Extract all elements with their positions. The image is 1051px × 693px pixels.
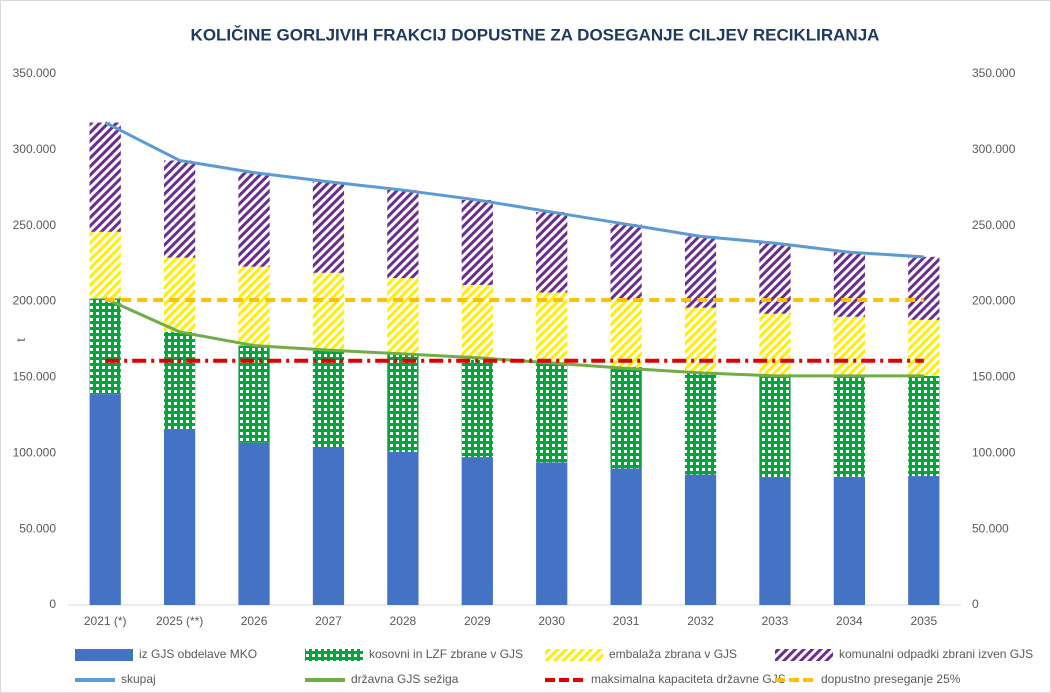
x-tick-label: 2026 (241, 614, 268, 628)
bar (89, 122, 121, 232)
y-tick-label: 0 (49, 597, 56, 611)
x-tick-label: 2028 (390, 614, 417, 628)
bar (908, 476, 940, 605)
y2-tick-label: 150.000 (972, 370, 1016, 384)
y2-tick-label: 300.000 (972, 142, 1016, 156)
bar (610, 366, 642, 469)
bar (89, 298, 121, 395)
legend-swatch (545, 649, 603, 661)
bar (610, 300, 642, 367)
legend-swatch (775, 649, 833, 661)
bar (461, 284, 493, 360)
bar (759, 477, 791, 605)
legend-label: kosovni in LZF zbrane v GJS (369, 647, 523, 661)
x-tick-label: 2031 (613, 614, 640, 628)
bar (684, 236, 717, 308)
chart-title: KOLIČINE GORLJIVIH FRAKCIJ DOPUSTNE ZA D… (191, 25, 880, 44)
y-tick-label: 200.000 (13, 294, 57, 308)
y2-tick-label: 0 (972, 597, 979, 611)
x-tick-label: 2021 (*) (84, 614, 127, 628)
legend-swatch (75, 649, 133, 661)
x-tick-label: 2027 (315, 614, 342, 628)
bar (536, 212, 568, 293)
legend-label: maksimalna kapaciteta državne GJS (591, 672, 786, 686)
line (104, 121, 924, 259)
bar (833, 252, 866, 317)
bar (238, 266, 270, 346)
bar (684, 372, 717, 475)
bar (908, 256, 940, 320)
legend-label: komunalni odpadki zbrani izven GJS (839, 647, 1033, 661)
y-tick-label: 50.000 (19, 521, 56, 535)
legend-label: državna GJS sežiga (351, 672, 459, 686)
bar (461, 199, 493, 285)
bar (312, 272, 345, 351)
bar (610, 224, 642, 301)
bar (238, 172, 270, 267)
x-tick-label: 2029 (464, 614, 491, 628)
bar (833, 375, 866, 477)
bar (759, 375, 791, 478)
legend-swatch (305, 649, 363, 661)
x-tick-label: 2025 (**) (156, 614, 203, 628)
y-tick-label: 350.000 (13, 66, 57, 80)
bar (461, 359, 493, 458)
bar (536, 462, 568, 605)
bar (89, 394, 121, 605)
bar (163, 331, 196, 430)
bar (312, 447, 345, 605)
bar (833, 316, 866, 376)
bar (833, 476, 866, 605)
bar (759, 313, 791, 376)
bar (238, 442, 270, 605)
y-tick-label: 100.000 (13, 445, 57, 459)
bar (387, 353, 419, 452)
y-tick-label: 150.000 (13, 370, 57, 384)
x-tick-label: 2030 (538, 614, 565, 628)
bar (759, 243, 791, 314)
y-tick-label: 250.000 (13, 218, 57, 232)
x-tick-label: 2033 (762, 614, 789, 628)
x-tick-label: 2034 (836, 614, 863, 628)
y2-tick-label: 250.000 (972, 218, 1016, 232)
y-axis-label: t (14, 338, 28, 342)
y2-tick-label: 100.000 (972, 445, 1016, 459)
bar (312, 350, 345, 448)
bar (908, 375, 940, 477)
legend-label: skupaj (121, 672, 156, 686)
x-tick-label: 2035 (910, 614, 937, 628)
bar (163, 429, 196, 605)
bar (536, 292, 568, 364)
bar (536, 363, 568, 463)
bar (908, 319, 940, 376)
bar (387, 190, 419, 279)
bar (163, 257, 196, 332)
legend-label: iz GJS obdelave MKO (139, 647, 257, 661)
y2-tick-label: 200.000 (972, 294, 1016, 308)
bar (610, 468, 642, 605)
x-tick-label: 2032 (687, 614, 714, 628)
bar (461, 457, 493, 605)
bar (684, 474, 717, 605)
legend-label: dopustno preseganje 25% (821, 672, 961, 686)
bar (163, 160, 196, 258)
bar (89, 231, 121, 299)
bar (387, 451, 419, 605)
y2-tick-label: 50.000 (972, 521, 1009, 535)
y2-tick-label: 350.000 (972, 66, 1016, 80)
legend-label: embalaža zbrana v GJS (609, 647, 737, 661)
bar (312, 181, 345, 273)
bar (387, 278, 419, 354)
y-tick-label: 300.000 (13, 142, 57, 156)
